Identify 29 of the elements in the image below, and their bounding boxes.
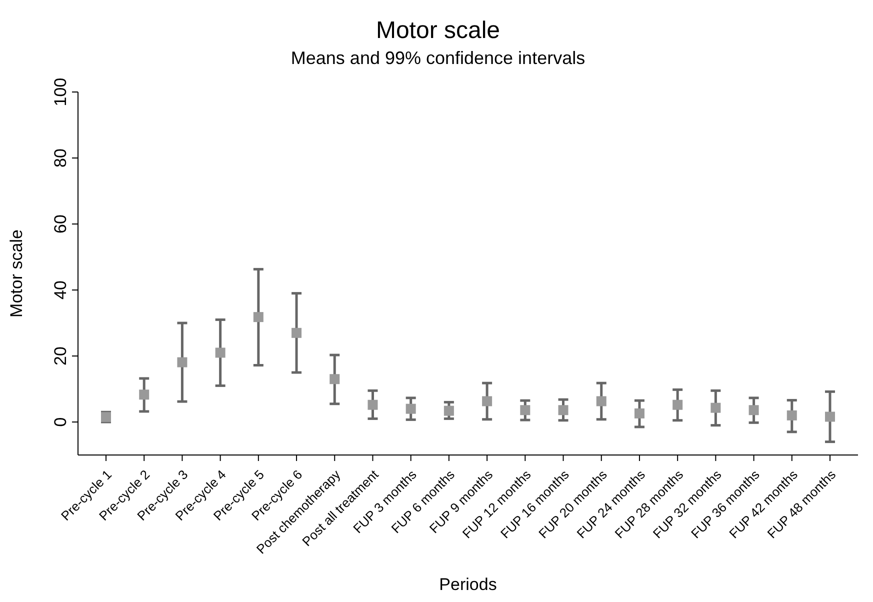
y-tick-label: 100 [51, 78, 70, 106]
point [825, 412, 835, 422]
point [139, 390, 150, 400]
y-tick-label: 20 [51, 346, 70, 366]
point [368, 400, 378, 410]
point [177, 357, 188, 368]
point [253, 312, 264, 322]
point [406, 404, 416, 414]
y-tick-label: 40 [51, 280, 70, 300]
point [215, 348, 226, 358]
y-tick-label: 60 [51, 214, 70, 234]
point [482, 396, 492, 406]
point [634, 408, 644, 418]
point [786, 410, 797, 420]
point [748, 405, 759, 416]
point [672, 400, 683, 410]
y-axis-title: Motor scale [7, 230, 26, 318]
point [596, 396, 606, 406]
point [444, 406, 454, 416]
point [710, 402, 721, 413]
chart-subtitle: Means and 99% confidence intervals [290, 47, 586, 70]
y-tick-label: 80 [51, 148, 70, 168]
chart-title: Motor scale [374, 16, 502, 46]
point [292, 328, 302, 338]
point [330, 374, 340, 384]
y-tick-label: 0 [51, 417, 70, 427]
point [558, 405, 568, 416]
point [520, 405, 530, 416]
x-axis-title: Periods [439, 575, 497, 594]
